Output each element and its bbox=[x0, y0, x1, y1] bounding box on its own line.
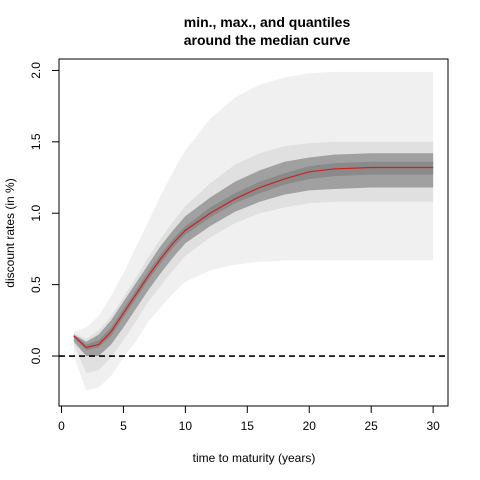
y-tick-label: 2.0 bbox=[29, 62, 43, 79]
y-axis-label: discount rates (in %) bbox=[3, 178, 17, 287]
band-min-max bbox=[74, 72, 433, 390]
y-axis: 0.0 0.5 1.0 1.5 2.0 bbox=[29, 62, 59, 365]
x-tick-label: 20 bbox=[303, 419, 317, 433]
y-tick-label: 0.5 bbox=[29, 276, 43, 293]
chart-title-line-2: around the median curve bbox=[184, 32, 351, 48]
x-axis-label: time to maturity (years) bbox=[193, 451, 316, 465]
x-tick-label: 10 bbox=[179, 419, 193, 433]
y-tick-label: 1.5 bbox=[29, 133, 43, 150]
chart-title-line-1: min., max., and quantiles bbox=[184, 14, 351, 30]
x-tick-label: 5 bbox=[120, 419, 127, 433]
x-axis: 0 5 10 15 20 25 30 bbox=[58, 406, 440, 433]
x-tick-label: 15 bbox=[241, 419, 255, 433]
x-tick-label: 0 bbox=[58, 419, 65, 433]
quantile-bands bbox=[74, 72, 433, 390]
x-tick-label: 30 bbox=[426, 419, 440, 433]
x-tick-label: 25 bbox=[365, 419, 379, 433]
y-tick-label: 0.0 bbox=[29, 347, 43, 364]
y-tick-label: 1.0 bbox=[29, 205, 43, 222]
